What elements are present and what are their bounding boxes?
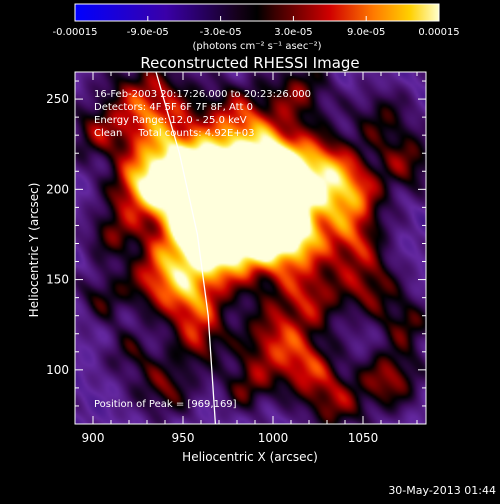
colorbar-label: (photons cm⁻² s⁻¹ asec⁻²) <box>192 41 321 52</box>
annotation-energy-range: Energy Range: 12.0 - 25.0 keV <box>94 115 247 126</box>
colorbar-ticks: -0.00015 -9.0e-05 -3.0e-05 3.0e-05 9.0e-05 0.… <box>53 16 460 38</box>
colorbar-tick-label: 0.00015 <box>418 27 459 38</box>
footer-timestamp: 30-May-2013 01:44 <box>388 484 496 497</box>
y-tick-label: 200 <box>46 182 69 196</box>
axis-ticks: 900 950 1000 1050 100 150 200 250 <box>46 72 426 445</box>
y-tick-label: 250 <box>46 92 69 106</box>
heatmap-image <box>75 72 426 424</box>
colorbar-tick-label: -3.0e-05 <box>200 27 242 38</box>
annotation-detectors: Detectors: 4F 5F 6F 7F 8F, Att 0 <box>94 102 253 113</box>
y-tick-label: 150 <box>46 273 69 287</box>
y-tick-label: 100 <box>46 363 69 377</box>
x-axis-label: Heliocentric X (arcsec) <box>182 450 318 464</box>
x-tick-label: 1000 <box>258 431 289 445</box>
y-axis-label: Heliocentric Y (arcsec) <box>27 183 41 318</box>
plot-frame <box>74 71 427 425</box>
annotation-clean-counts: Clean Total counts: 4.92E+03 <box>94 128 254 139</box>
peak-position-label: Position of Peak = [969,169] <box>94 399 237 410</box>
annotation-block: 16-Feb-2003 20:17:26.000 to 20:23:26.000… <box>94 89 311 139</box>
x-tick-label: 950 <box>172 431 195 445</box>
chart-title: Reconstructed RHESSI Image <box>140 54 359 72</box>
colorbar-tick-label: -9.0e-05 <box>127 27 169 38</box>
x-tick-label: 900 <box>82 431 105 445</box>
x-tick-label: 1050 <box>348 431 379 445</box>
colorbar: -0.00015 -9.0e-05 -3.0e-05 3.0e-05 9.0e-05 0.… <box>53 3 460 52</box>
solar-limb-arc <box>155 72 217 424</box>
colorbar-tick-label: 9.0e-05 <box>347 27 385 38</box>
plot-area: 900 950 1000 1050 100 150 200 250 <box>46 71 427 445</box>
annotation-time-range: 16-Feb-2003 20:17:26.000 to 20:23:26.000 <box>94 89 311 100</box>
colorbar-gradient <box>74 3 440 22</box>
colorbar-tick-label: -0.00015 <box>53 27 98 38</box>
colorbar-tick-label: 3.0e-05 <box>274 27 312 38</box>
